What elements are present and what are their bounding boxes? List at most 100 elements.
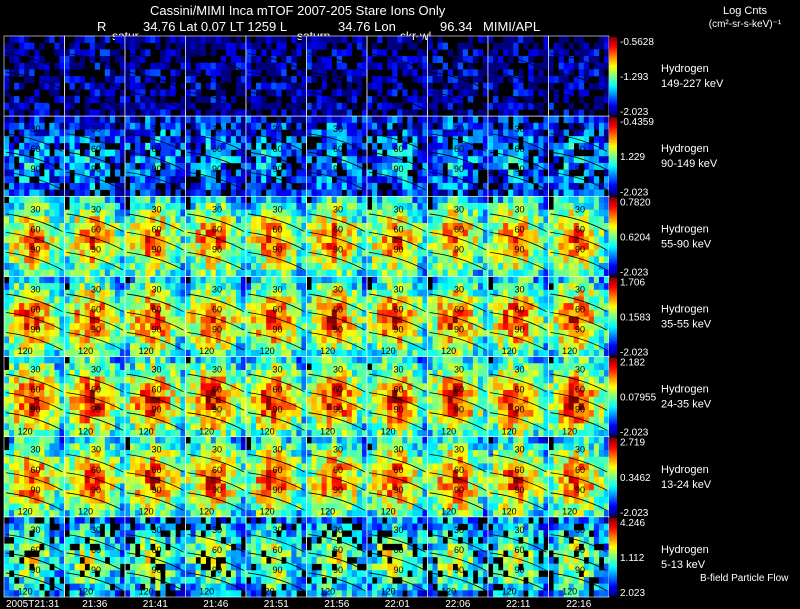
heatmap-cell	[39, 209, 45, 217]
heatmap-cell	[175, 69, 181, 77]
heatmap-cell	[29, 263, 35, 271]
heatmap-cell	[513, 269, 519, 277]
heatmap-cell	[215, 136, 222, 144]
heatmap-cell	[341, 223, 348, 230]
heatmap-cell	[190, 296, 196, 304]
heatmap-cell	[195, 69, 201, 77]
contour-line	[247, 293, 305, 313]
heatmap-cell	[563, 216, 569, 224]
heatmap-cell	[175, 236, 181, 244]
heatmap-cell	[160, 129, 166, 137]
heatmap-cell	[215, 36, 222, 43]
heatmap-cell	[94, 116, 101, 124]
heatmap-cell	[119, 102, 126, 110]
heatmap-cell	[200, 229, 206, 237]
heatmap-cell	[372, 202, 378, 210]
heatmap-cell	[442, 269, 448, 277]
heatmap-cell	[195, 149, 201, 157]
heatmap-cell	[533, 156, 539, 164]
heatmap-cell	[210, 349, 217, 357]
heatmap-cell	[240, 256, 247, 264]
heatmap-cell	[488, 142, 494, 150]
heatmap-cell	[346, 249, 353, 257]
heatmap-cell	[29, 329, 35, 337]
heatmap-cell	[543, 249, 549, 257]
heatmap-cell	[130, 122, 136, 130]
heatmap-cell	[417, 309, 423, 317]
heatmap-cell	[39, 276, 45, 284]
heatmap-cell	[44, 176, 50, 184]
heatmap-cell	[518, 149, 524, 157]
heatmap-cell	[150, 149, 156, 157]
heatmap-cell	[230, 329, 237, 337]
heatmap-cell	[135, 216, 141, 224]
heatmap-cell	[321, 249, 327, 257]
heatmap-cell	[240, 329, 247, 337]
heatmap-cell	[200, 189, 206, 197]
heatmap-cell	[387, 89, 393, 97]
heatmap-cell	[372, 176, 378, 184]
heatmap-cell	[261, 256, 267, 264]
heatmap-cell	[412, 289, 418, 297]
heatmap-cell	[498, 189, 504, 197]
heatmap-cell	[266, 82, 272, 90]
heatmap-cell	[281, 149, 287, 157]
heatmap-cell	[593, 196, 600, 204]
heatmap-cell	[84, 162, 91, 170]
heatmap-cell	[558, 249, 564, 257]
heatmap-cell	[14, 289, 20, 297]
heatmap-cell	[583, 136, 590, 144]
heatmap-cell	[407, 182, 413, 190]
heatmap-cell	[417, 343, 423, 351]
heatmap-cell	[175, 276, 181, 284]
heatmap-cell	[286, 216, 292, 224]
heatmap-cell	[155, 349, 161, 357]
heatmap-cell	[79, 209, 85, 217]
heatmap-cell	[593, 102, 600, 110]
heatmap-cell	[119, 263, 126, 271]
heatmap-cell	[472, 196, 479, 204]
heatmap-cell	[291, 49, 297, 57]
heatmap-cell	[488, 62, 494, 70]
heatmap-cell	[54, 316, 60, 324]
heatmap-cell	[235, 283, 242, 291]
heatmap-cell	[412, 329, 418, 337]
heatmap-cell	[185, 329, 191, 337]
heatmap-cell	[99, 229, 106, 237]
heatmap-cell	[175, 156, 181, 164]
heatmap-cell	[84, 269, 91, 277]
heatmap-cell	[251, 216, 257, 224]
heatmap-cell	[336, 142, 343, 150]
heatmap-panel	[427, 36, 489, 117]
heatmap-cell	[145, 189, 151, 197]
heatmap-cell	[472, 336, 479, 344]
heatmap-cell	[488, 122, 494, 130]
heatmap-cell	[24, 202, 30, 210]
contour-label: 90	[30, 164, 40, 174]
heatmap-cell	[271, 162, 277, 170]
heatmap-cell	[44, 309, 50, 317]
heatmap-cell	[422, 182, 428, 190]
heatmap-cell	[392, 276, 398, 284]
heatmap-cell	[326, 189, 333, 197]
heatmap-cell	[326, 36, 333, 43]
heatmap-cell	[397, 149, 403, 157]
heatmap-cell	[145, 36, 151, 43]
heatmap-cell	[4, 189, 10, 197]
heatmap-cell	[518, 102, 524, 110]
heatmap-cell	[165, 162, 171, 170]
heatmap-cell	[346, 229, 353, 237]
contour-label: 90	[30, 244, 40, 254]
heatmap-cell	[447, 256, 454, 264]
heatmap-cell	[94, 156, 101, 164]
heatmap-cell	[291, 109, 297, 117]
heatmap-cell	[493, 263, 499, 271]
heatmap-cell	[261, 96, 267, 104]
heatmap-cell	[296, 89, 302, 97]
heatmap-cell	[351, 289, 358, 297]
heatmap-cell	[246, 269, 252, 277]
heatmap-cell	[14, 36, 20, 43]
heatmap-cell	[558, 56, 564, 64]
heatmap-cell	[79, 309, 85, 317]
heatmap-cell	[457, 289, 464, 297]
